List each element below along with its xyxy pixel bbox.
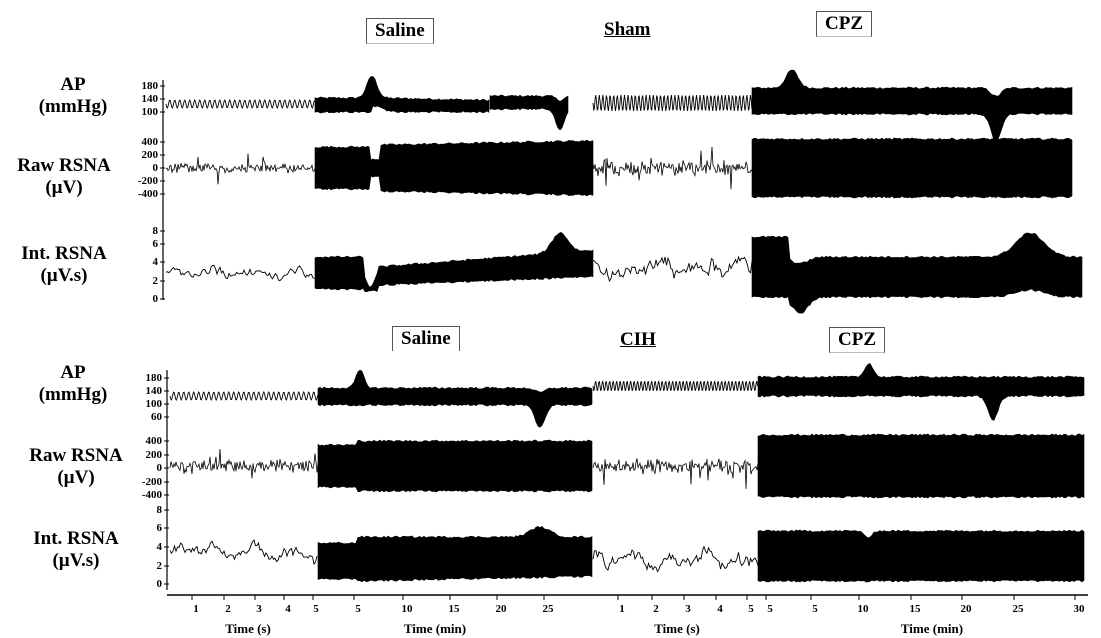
ytick: -400 bbox=[141, 489, 162, 501]
ytick: 0 bbox=[152, 293, 159, 305]
int-rsna-trace bbox=[751, 232, 1083, 314]
xtick: 5 bbox=[767, 603, 773, 615]
xaxis-label: Time (min) bbox=[403, 621, 467, 636]
ytick: 6 bbox=[156, 522, 163, 534]
xaxis-label: Time (s) bbox=[654, 621, 700, 636]
condition-label-cpz: CPZ bbox=[816, 11, 872, 37]
xtick: 5 bbox=[748, 603, 754, 615]
ytick: 8 bbox=[156, 504, 163, 516]
raw-rsna-trace bbox=[592, 458, 759, 489]
row-label-raw-rsna: Raw RSNA (µV) bbox=[17, 155, 111, 198]
xtick: 5 bbox=[313, 603, 319, 615]
xtick: 5 bbox=[355, 603, 361, 615]
raw-rsna-trace bbox=[165, 153, 316, 185]
xtick: 1 bbox=[193, 603, 199, 615]
ap-trace bbox=[489, 94, 569, 131]
xtick: 1 bbox=[619, 603, 625, 615]
xtick: 15 bbox=[909, 603, 921, 615]
xaxis-label: Time (min) bbox=[900, 621, 964, 636]
xtick: 3 bbox=[256, 603, 262, 615]
raw-rsna-trace bbox=[757, 433, 1085, 499]
xtick: 20 bbox=[960, 603, 972, 615]
raw-rsna-trace bbox=[314, 139, 594, 197]
ap-trace bbox=[592, 94, 753, 112]
ap-trace bbox=[757, 363, 1085, 421]
row-label-int-rsna: Int. RSNA (µV.s) bbox=[33, 528, 119, 571]
int-rsna-trace bbox=[592, 255, 753, 283]
ytick: 60 bbox=[151, 411, 162, 423]
condition-label-cih: CIH bbox=[620, 329, 656, 350]
ap-trace bbox=[317, 369, 593, 428]
xtick: 3 bbox=[685, 603, 691, 615]
ytick: -400 bbox=[137, 188, 158, 200]
xtick: 25 bbox=[542, 603, 554, 615]
ytick: 2 bbox=[152, 275, 159, 287]
xtick: 20 bbox=[495, 603, 507, 615]
ytick: 400 bbox=[141, 136, 159, 148]
int-rsna-trace bbox=[169, 539, 318, 566]
ytick: 180 bbox=[145, 372, 163, 384]
xtick: 2 bbox=[653, 603, 659, 615]
ytick: 100 bbox=[141, 106, 159, 118]
ytick: 0 bbox=[152, 162, 159, 174]
xtick: 10 bbox=[857, 603, 869, 615]
ytick: 2 bbox=[156, 560, 163, 572]
raw-rsna-trace bbox=[592, 146, 753, 190]
ap-trace bbox=[592, 381, 758, 391]
ytick: -200 bbox=[141, 476, 162, 488]
condition-label-saline: Saline bbox=[392, 326, 460, 351]
int-rsna-trace bbox=[592, 545, 759, 573]
xaxis-label: Time (s) bbox=[225, 621, 271, 636]
ytick: 140 bbox=[145, 385, 163, 397]
int-rsna-trace bbox=[314, 232, 594, 293]
int-rsna-trace bbox=[317, 525, 593, 583]
ytick: 0 bbox=[156, 462, 163, 474]
xtick: 2 bbox=[225, 603, 231, 615]
xtick: 4 bbox=[285, 603, 291, 615]
ytick: 140 bbox=[141, 93, 159, 105]
ap-trace bbox=[169, 390, 319, 402]
row-label-ap: AP (mmHg) bbox=[38, 362, 108, 405]
condition-label-cpz: CPZ bbox=[829, 327, 885, 353]
ytick: 8 bbox=[152, 225, 159, 237]
ytick: 0 bbox=[156, 578, 163, 590]
ap-trace bbox=[165, 98, 315, 110]
xtick: 15 bbox=[448, 603, 460, 615]
int-rsna-trace bbox=[757, 529, 1085, 583]
ytick: 6 bbox=[152, 238, 159, 250]
ytick: 4 bbox=[156, 541, 163, 553]
raw-rsna-trace bbox=[751, 137, 1073, 199]
ap-trace bbox=[751, 69, 1073, 144]
ytick: 200 bbox=[141, 149, 159, 161]
ytick: 4 bbox=[152, 256, 159, 268]
xtick: 30 bbox=[1073, 603, 1085, 615]
ap-trace bbox=[314, 76, 490, 114]
ytick: 180 bbox=[141, 80, 159, 92]
condition-label-saline: Saline bbox=[366, 18, 434, 44]
ytick: 400 bbox=[145, 435, 163, 447]
xtick: 25 bbox=[1012, 603, 1024, 615]
xtick: 10 bbox=[401, 603, 413, 615]
xtick: 5 bbox=[812, 603, 818, 615]
condition-label-sham: Sham bbox=[604, 19, 651, 40]
row-label-raw-rsna: Raw RSNA (µV) bbox=[29, 445, 123, 488]
raw-rsna-trace bbox=[169, 448, 319, 479]
ytick: -200 bbox=[137, 175, 158, 187]
row-label-int-rsna: Int. RSNA (µV.s) bbox=[21, 243, 107, 286]
raw-rsna-trace bbox=[317, 439, 593, 493]
ytick: 100 bbox=[145, 398, 163, 410]
ytick: 200 bbox=[145, 449, 163, 461]
int-rsna-trace bbox=[165, 265, 315, 282]
row-label-ap: AP (mmHg) bbox=[38, 74, 108, 117]
xtick: 4 bbox=[717, 603, 723, 615]
